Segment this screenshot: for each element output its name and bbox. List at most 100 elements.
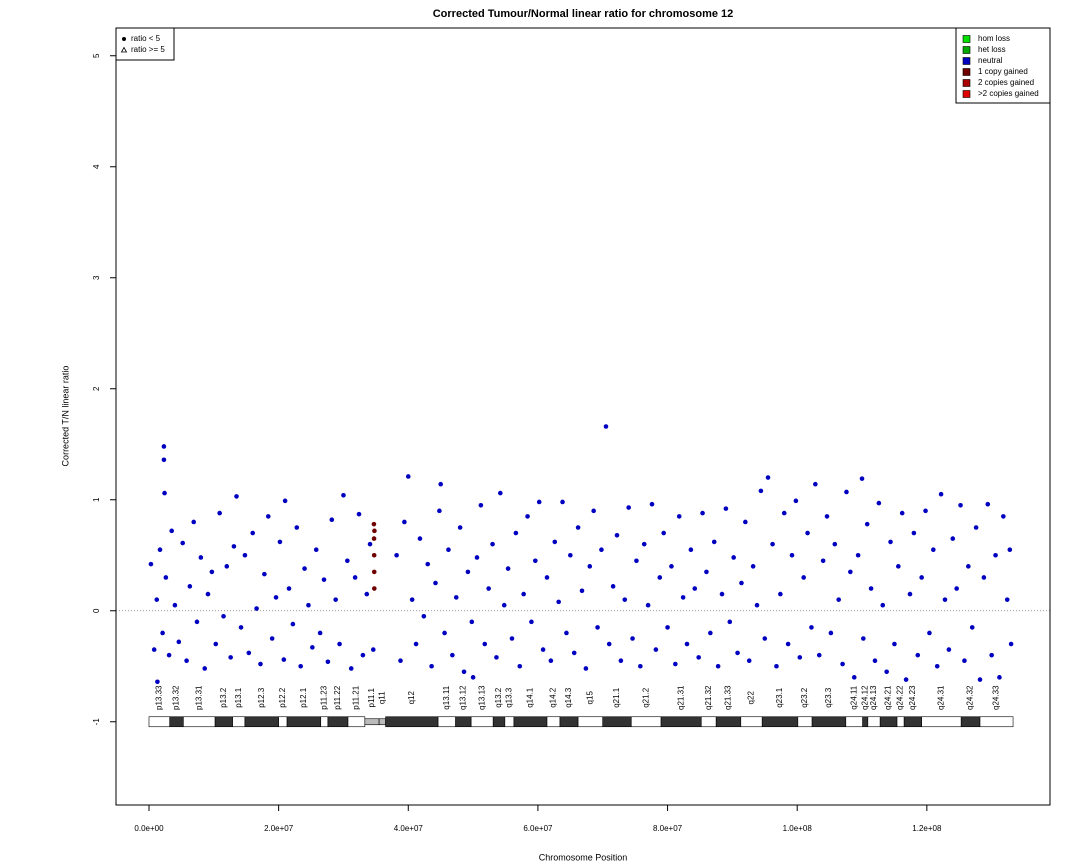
point xyxy=(688,547,694,552)
ideogram-band xyxy=(797,716,813,728)
point xyxy=(711,539,717,545)
band-label: q15 xyxy=(586,691,595,705)
point xyxy=(946,647,952,652)
point xyxy=(754,602,760,608)
x-tick-label: 4.0e+07 xyxy=(394,824,424,833)
point xyxy=(848,569,853,575)
ideogram-band xyxy=(761,716,799,728)
point xyxy=(356,511,362,517)
legend-circle xyxy=(122,37,126,41)
ideogram-band xyxy=(879,716,898,728)
point xyxy=(298,663,303,669)
point xyxy=(372,586,377,591)
point xyxy=(638,663,643,669)
ideogram-band xyxy=(513,716,548,728)
point xyxy=(673,661,678,667)
point xyxy=(281,657,287,662)
point xyxy=(498,490,503,496)
point xyxy=(470,675,476,680)
point xyxy=(482,641,488,647)
legend-label: ratio < 5 xyxy=(131,34,161,43)
legend-label: hom loss xyxy=(978,34,1010,43)
point xyxy=(781,510,787,516)
point xyxy=(942,597,948,602)
band-label: q14.1 xyxy=(526,687,535,708)
point xyxy=(294,525,300,530)
point xyxy=(630,636,635,641)
point xyxy=(653,647,659,652)
point xyxy=(610,584,616,589)
ideogram-band xyxy=(845,716,863,728)
point xyxy=(915,652,921,658)
band-label: p13.1 xyxy=(234,687,243,708)
point xyxy=(217,510,222,516)
point xyxy=(861,636,866,641)
band-label: q21.1 xyxy=(612,687,621,708)
point xyxy=(238,625,244,630)
legend-swatch xyxy=(962,46,971,54)
point xyxy=(832,541,838,547)
point xyxy=(372,528,377,534)
ideogram-band xyxy=(896,716,905,728)
legend-label: >2 copies gained xyxy=(978,89,1039,98)
point xyxy=(824,514,830,519)
point xyxy=(348,666,354,671)
ideogram-band xyxy=(378,718,386,726)
point xyxy=(450,652,455,658)
point xyxy=(603,424,609,429)
point xyxy=(645,602,651,608)
point xyxy=(859,476,865,481)
point xyxy=(166,652,172,658)
point xyxy=(708,630,713,636)
point xyxy=(258,661,263,667)
point xyxy=(587,564,593,569)
point xyxy=(684,641,690,647)
point xyxy=(465,569,471,575)
y-tick-label: 1 xyxy=(92,497,101,502)
point xyxy=(560,499,565,505)
point xyxy=(969,625,975,630)
ideogram-band xyxy=(715,716,742,728)
band-label: q14.2 xyxy=(549,687,558,708)
point xyxy=(364,591,370,597)
point xyxy=(700,510,705,516)
point xyxy=(801,575,806,580)
point xyxy=(911,530,917,536)
band-label: q13.2 xyxy=(494,687,503,708)
ideogram-band xyxy=(867,716,881,728)
point xyxy=(474,555,480,560)
band-label: p13.2 xyxy=(219,687,228,708)
point xyxy=(221,614,226,619)
ideogram-band xyxy=(546,716,561,728)
band-label: q21.31 xyxy=(676,685,685,710)
point xyxy=(719,591,725,597)
point xyxy=(437,508,442,514)
legend-swatch xyxy=(962,68,971,76)
y-tick-label: -1 xyxy=(92,718,101,726)
legend-swatch xyxy=(962,57,971,65)
shape-legend: ratio < 5 ratio >= 5 xyxy=(115,27,175,61)
point xyxy=(438,481,443,487)
point xyxy=(425,561,431,567)
band-label: p13.33 xyxy=(154,685,163,710)
point xyxy=(398,658,403,663)
point xyxy=(341,493,346,498)
ideogram-band xyxy=(437,716,456,728)
point xyxy=(820,558,826,564)
point xyxy=(457,525,463,530)
point xyxy=(934,663,940,669)
x-tick-label: 1.2e+08 xyxy=(912,824,942,833)
y-tick-label: 2 xyxy=(92,386,101,391)
band-label: q23.2 xyxy=(800,687,809,708)
point xyxy=(371,552,377,558)
plot-frame xyxy=(115,27,1051,806)
point xyxy=(544,575,550,580)
band-label: q21.33 xyxy=(724,685,733,710)
point xyxy=(649,501,655,507)
point xyxy=(758,488,764,494)
point xyxy=(371,521,377,527)
point xyxy=(622,597,628,602)
point xyxy=(286,586,292,591)
point xyxy=(250,530,256,536)
legend-label: 1 copy gained xyxy=(978,67,1028,76)
